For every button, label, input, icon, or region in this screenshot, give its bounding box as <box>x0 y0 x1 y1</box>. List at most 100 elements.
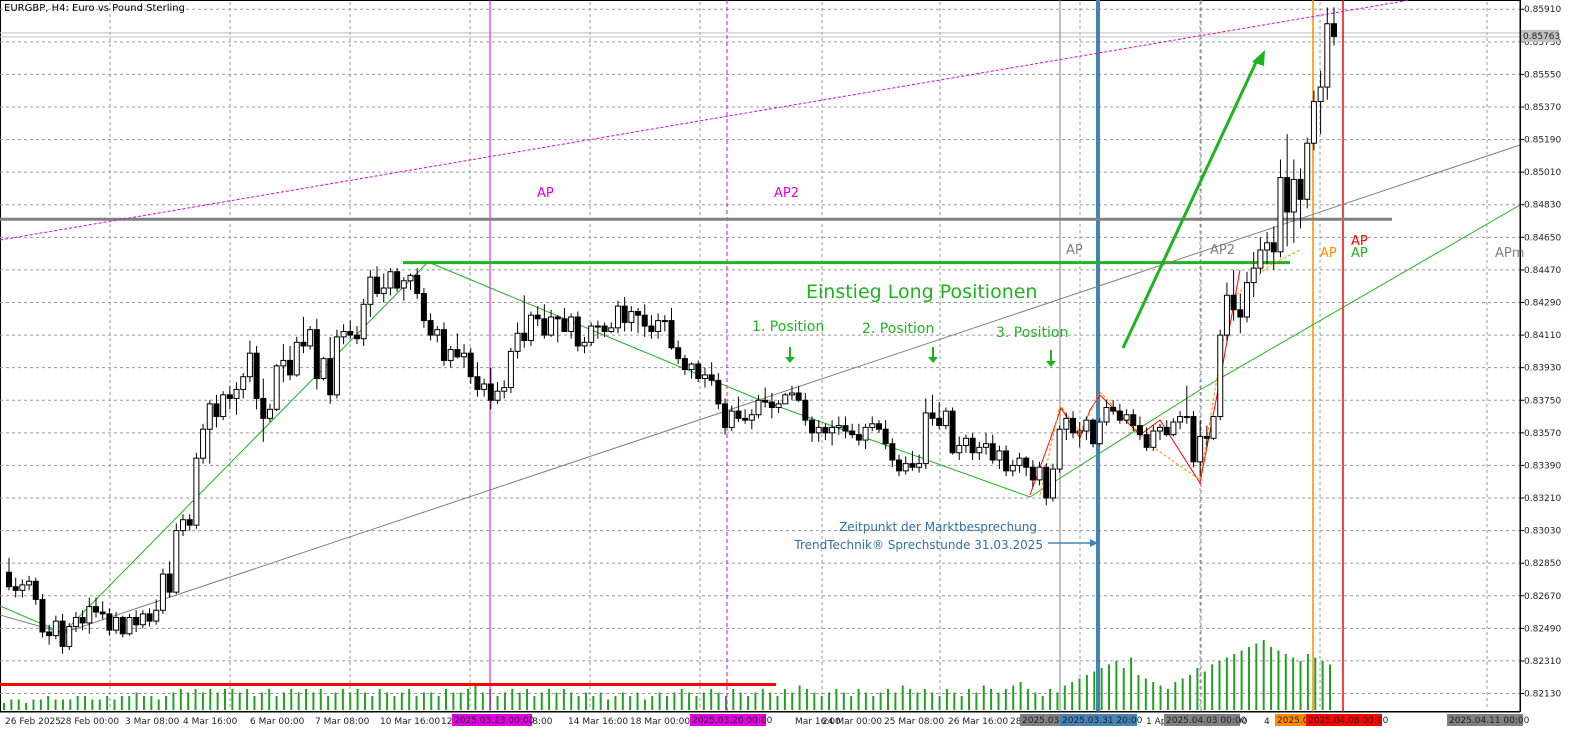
candle-body <box>86 606 93 624</box>
candle <box>133 610 140 632</box>
candle <box>260 378 267 442</box>
candle-body <box>869 423 876 428</box>
trendline-magenta <box>0 0 1411 241</box>
candle-body <box>1230 294 1237 311</box>
candle-body <box>989 443 996 461</box>
label-ap2-grey: AP2 <box>1210 243 1235 258</box>
time-flag-label: 2025.0 <box>1277 716 1309 726</box>
candle <box>179 514 186 537</box>
candle-body <box>655 320 662 332</box>
price-tick-label: 0.84290 <box>1524 299 1561 309</box>
candle-body <box>1250 267 1257 284</box>
price-tick-label: 0.83750 <box>1524 396 1561 406</box>
candle-body <box>1257 249 1264 269</box>
candle-body <box>815 426 822 434</box>
candle <box>722 398 729 435</box>
candle <box>186 514 193 531</box>
candle-body <box>387 271 394 289</box>
candle-body <box>106 613 113 631</box>
candle-body <box>266 408 273 419</box>
candle <box>220 391 227 421</box>
time-flag <box>452 714 532 726</box>
candle-body <box>394 271 401 289</box>
candle <box>701 367 708 388</box>
candle <box>92 597 99 618</box>
candle-body <box>220 394 227 418</box>
candle <box>1029 459 1036 488</box>
candle-body <box>695 363 702 380</box>
candle-body <box>1063 417 1070 430</box>
time-flag-label: 2025.03.31 20:00 <box>1062 716 1143 726</box>
candle <box>494 382 501 404</box>
candle-body <box>139 613 146 626</box>
candle <box>454 333 461 359</box>
candle <box>146 608 153 627</box>
candle-body <box>936 417 943 427</box>
candle <box>79 610 86 631</box>
label-ap-red: AP <box>1351 234 1368 249</box>
candle-body <box>775 403 782 408</box>
candle <box>119 615 126 638</box>
candle-body <box>574 316 581 347</box>
candle <box>39 593 46 638</box>
candle <box>487 367 494 410</box>
candle <box>420 288 427 328</box>
candle-body <box>1110 406 1117 412</box>
candle-body <box>548 316 555 336</box>
candle <box>427 313 434 341</box>
candle-body <box>722 403 729 428</box>
candle <box>1150 425 1157 451</box>
candle <box>440 322 447 366</box>
price-tick-label: 0.83930 <box>1524 364 1561 374</box>
candle-body <box>795 392 802 401</box>
candle <box>1036 461 1043 486</box>
time-flag <box>690 714 766 726</box>
time-flag <box>1306 714 1382 726</box>
candle <box>367 269 374 317</box>
candle <box>628 306 635 332</box>
candle <box>621 297 628 332</box>
candle-body <box>748 414 755 421</box>
candle-body <box>1009 464 1016 472</box>
candle <box>19 579 26 598</box>
candle <box>1016 452 1023 473</box>
candle <box>1190 411 1197 468</box>
candle <box>447 345 454 368</box>
candle-body <box>809 419 816 434</box>
candle-body <box>1297 178 1304 200</box>
candle <box>1183 385 1190 424</box>
candle <box>815 420 822 442</box>
candle-body <box>969 437 976 454</box>
candle <box>246 340 253 383</box>
candle-body <box>347 330 354 336</box>
volume-bars <box>3 640 1331 710</box>
candle-body <box>1157 426 1164 432</box>
candle-body <box>728 410 735 428</box>
candle <box>26 575 33 591</box>
candle-body <box>420 292 427 322</box>
candle <box>688 362 695 379</box>
candle-body <box>1090 419 1097 445</box>
candle <box>675 340 682 365</box>
time-flag-label: 2025.04.08 00:00 <box>1308 716 1389 726</box>
candle-body <box>782 394 789 405</box>
label-position-3: 3. Position <box>996 325 1068 341</box>
candle <box>300 316 307 354</box>
candle <box>293 336 300 377</box>
candle-body <box>1310 101 1317 144</box>
candle-body <box>360 303 367 340</box>
time-tick-label: 28 Feb 00:00 <box>60 717 119 727</box>
candle-body <box>66 626 73 647</box>
candle <box>1284 134 1291 247</box>
candle-body <box>126 616 133 635</box>
time-tick-label: 10 Mar 16:00 <box>380 717 440 727</box>
time-tick-label: Mar 16:00 <box>795 717 841 727</box>
candle <box>139 610 146 629</box>
candle-body <box>133 616 140 626</box>
candle <box>113 612 120 634</box>
candle-body <box>32 580 39 600</box>
time-tick-label: 7 Mar 08:00 <box>315 717 370 727</box>
candle-body <box>1096 421 1103 445</box>
candle <box>320 356 327 381</box>
time-tick-label: 00 <box>1236 717 1248 727</box>
